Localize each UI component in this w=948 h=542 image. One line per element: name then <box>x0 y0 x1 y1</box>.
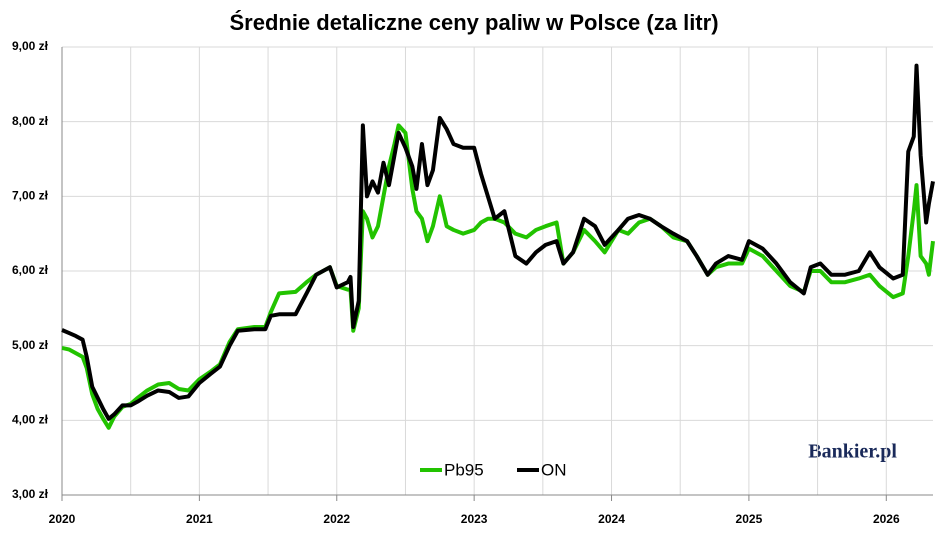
y-tick-label: 7,00 zł <box>12 189 49 203</box>
x-tick-label: 2022 <box>323 512 350 526</box>
x-tick-label: 2021 <box>186 512 213 526</box>
x-tick-label: 2024 <box>598 512 625 526</box>
y-tick-label: 5,00 zł <box>12 338 49 352</box>
chart-title: Średnie detaliczne ceny paliw w Polsce (… <box>229 10 718 35</box>
y-tick-label: 9,00 zł <box>12 39 49 53</box>
y-tick-label: 8,00 zł <box>12 114 49 128</box>
line-series <box>61 123 935 430</box>
x-tick-label: 2026 <box>873 512 900 526</box>
x-tick-label: 2023 <box>461 512 488 526</box>
y-tick-label: 6,00 zł <box>12 263 49 277</box>
watermark: Bankier.pl <box>808 441 897 463</box>
line-series <box>61 63 935 421</box>
x-tick-label: 2025 <box>736 512 763 526</box>
y-tick-label: 3,00 zł <box>12 487 49 501</box>
legend-label: Pb95 <box>444 460 484 479</box>
legend-label: ON <box>541 460 567 479</box>
x-tick-label: 2020 <box>49 512 76 526</box>
y-tick-label: 4,00 zł <box>12 413 49 427</box>
